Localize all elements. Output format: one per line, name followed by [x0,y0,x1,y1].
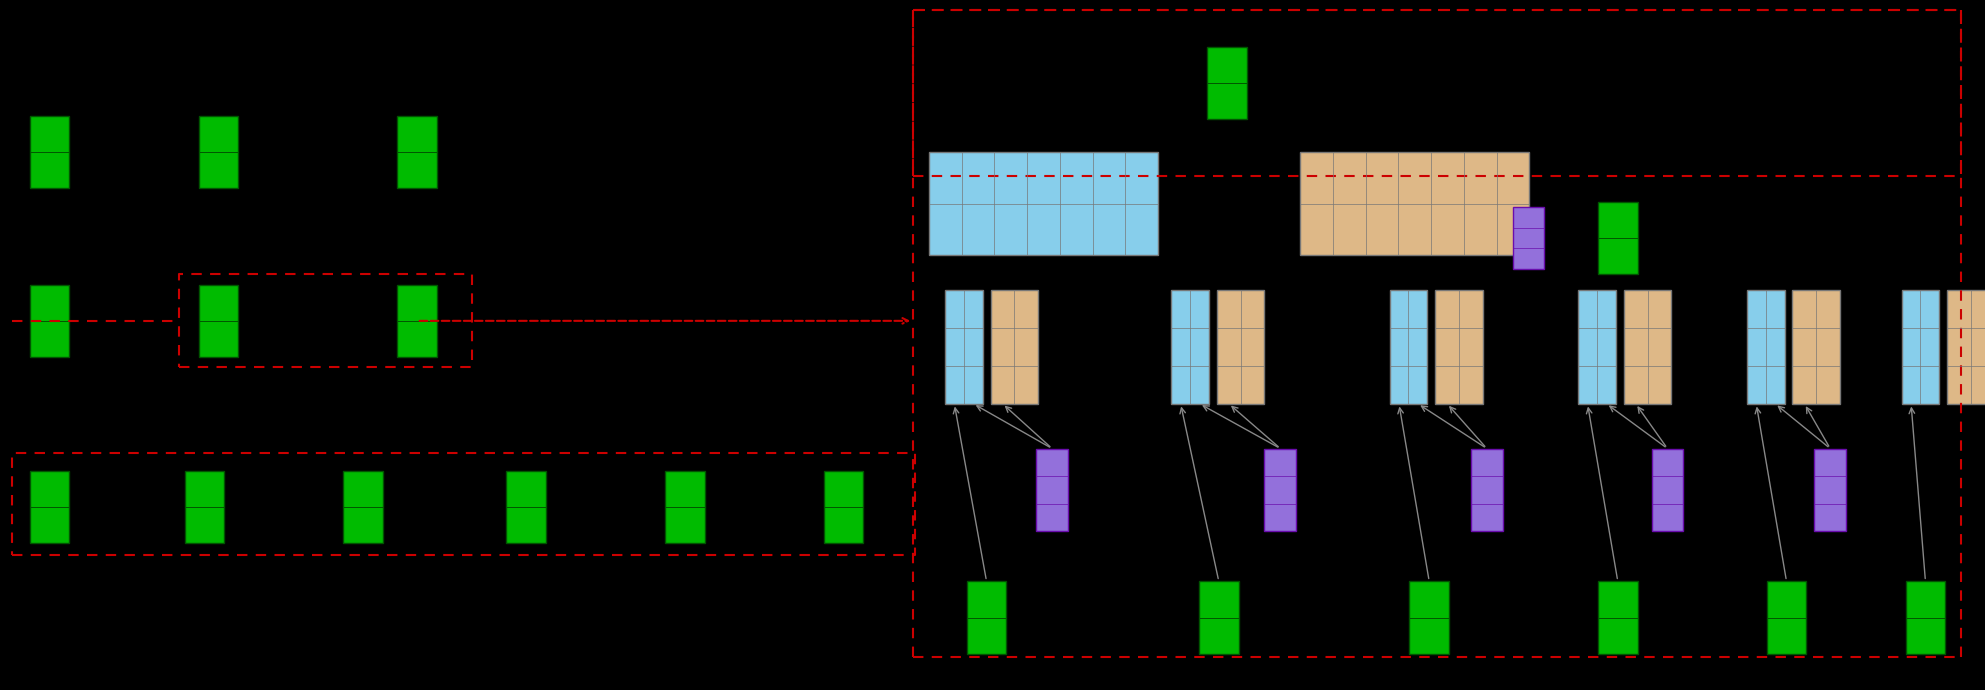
Bar [1598,202,1638,275]
Bar [1814,448,1846,531]
Bar [1747,290,1785,404]
Bar [929,152,1157,255]
Bar [1906,581,1945,654]
Bar [30,285,69,357]
Bar [991,290,1038,404]
Bar [1199,581,1239,654]
Bar [824,471,863,544]
Bar [1390,290,1427,404]
Bar [1300,152,1530,255]
Bar [1598,581,1638,654]
Bar [1578,290,1616,404]
Bar [343,471,383,544]
Bar [1471,448,1503,531]
Bar [967,581,1006,654]
Bar [1435,290,1483,404]
Bar [1652,448,1683,531]
Bar [1264,448,1296,531]
Bar [30,471,69,544]
Bar [1513,207,1544,269]
Bar [506,471,546,544]
Bar [1171,290,1209,404]
Bar [397,285,437,357]
Bar [198,116,238,188]
Bar [1207,47,1247,119]
Bar [1217,290,1264,404]
Bar [665,471,705,544]
Bar [1409,581,1449,654]
Bar [1624,290,1671,404]
Bar [397,116,437,188]
Bar [1902,290,1939,404]
Bar [198,285,238,357]
Bar [1947,290,1985,404]
Bar [1767,581,1806,654]
Bar [1036,448,1068,531]
Bar [945,290,983,404]
Bar [185,471,224,544]
Bar [30,116,69,188]
Bar [1792,290,1840,404]
